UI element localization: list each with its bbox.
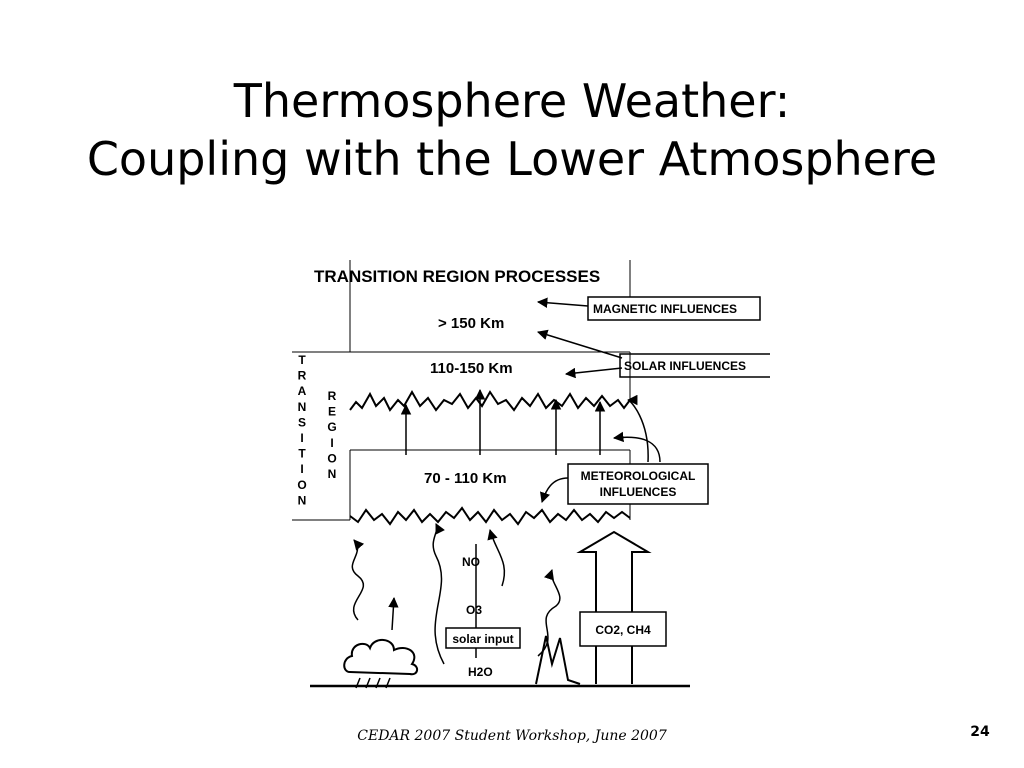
slide-footer: CEDAR 2007 Student Workshop, June 2007 (357, 728, 667, 744)
solar-input-label: solar input (452, 632, 513, 646)
slide-title: Thermosphere Weather: Coupling with the … (0, 72, 1024, 188)
transition-letter: T (298, 447, 306, 461)
transition-letter: T (298, 353, 306, 367)
region-label-110-150km: 110-150 Km (430, 360, 513, 377)
co2-ch4-label: CO2, CH4 (595, 623, 651, 637)
region-letter: E (328, 405, 336, 419)
region-letter: O (327, 451, 336, 465)
region-letter: I (330, 436, 333, 450)
meteorological-arrow-mid (612, 431, 661, 463)
wave-arrow-right (537, 569, 561, 657)
transition-letter: O (297, 478, 306, 492)
no-arrow (487, 528, 506, 587)
diagram-svg: TRANSITION REGION PROCESSES > 150 Km MAG… (292, 260, 773, 689)
title-line-2: Coupling with the Lower Atmosphere (86, 132, 938, 186)
meteorological-influences-box (567, 463, 709, 505)
region-letter: R (328, 389, 337, 403)
meteorological-arrow-lower (540, 477, 569, 503)
page-number: 24 (970, 724, 990, 740)
solar-arrow-upper (536, 329, 623, 359)
species-no: NO (462, 555, 480, 569)
magnetic-influences-box (587, 296, 761, 321)
species-o3: O3 (466, 603, 482, 617)
transition-letter: A (298, 384, 307, 398)
small-upward-arrow (388, 596, 399, 631)
transition-letter: I (300, 462, 303, 476)
species-h2o: H2O (468, 665, 493, 679)
long-wave-arrow (432, 523, 445, 665)
co2-ch4-big-arrow (576, 530, 652, 684)
solar-arrow-lower (564, 367, 623, 379)
co2-ch4-box (579, 611, 667, 647)
region-letter: G (327, 420, 336, 434)
magnetic-arrow (536, 297, 589, 308)
region-vertical-label: REGION (327, 389, 336, 481)
transition-letter: I (300, 431, 303, 445)
meteorological-label-line1: METEOROLOGICAL (581, 469, 696, 483)
upper-wavy-boundary (349, 389, 631, 412)
transition-vertical-label: TRANSITION (292, 351, 350, 521)
title-line-1: Thermosphere Weather: (233, 74, 791, 128)
solar-input-box (445, 627, 521, 649)
wave-arrow-left (351, 539, 365, 621)
meteorological-arrow-upper (626, 394, 649, 463)
transition-region-diagram: TRANSITION REGION PROCESSES > 150 Km MAG… (270, 240, 773, 700)
transition-letter: R (298, 369, 307, 383)
mountain-icon (535, 635, 581, 685)
transition-letter: S (298, 415, 306, 429)
cloud-icon (343, 639, 418, 676)
meteorological-label-line2: INFLUENCES (600, 485, 677, 499)
region-label-70-110km: 70 - 110 Km (424, 470, 507, 487)
transition-letter: N (298, 400, 307, 414)
solar-influences-label: SOLAR INFLUENCES (624, 359, 746, 373)
magnetic-influences-label: MAGNETIC INFLUENCES (593, 302, 737, 316)
region-letter: N (328, 467, 337, 481)
diagram-heading: TRANSITION REGION PROCESSES (314, 267, 600, 286)
transition-letter: N (298, 493, 307, 507)
lower-wavy-boundary (349, 506, 631, 526)
region-label-above-150km: > 150 Km (438, 315, 504, 332)
